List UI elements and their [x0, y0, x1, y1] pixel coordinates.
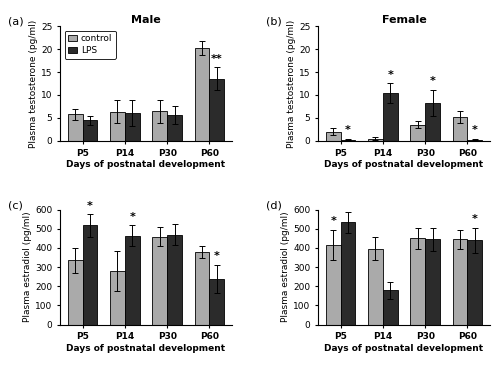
Text: (c): (c): [8, 201, 24, 211]
Bar: [368, 249, 383, 325]
X-axis label: Days of postnatal development: Days of postnatal development: [324, 344, 484, 353]
Bar: [340, 140, 355, 141]
Bar: [167, 235, 182, 325]
Text: *: *: [472, 125, 478, 135]
Text: **: **: [211, 54, 222, 64]
Bar: [468, 240, 482, 325]
Bar: [110, 271, 125, 325]
Bar: [368, 139, 383, 141]
Y-axis label: Plasma estradiol (pg/ml): Plasma estradiol (pg/ml): [282, 212, 290, 322]
Legend: control, LPS: control, LPS: [64, 31, 116, 59]
Bar: [425, 103, 440, 141]
Text: (d): (d): [266, 201, 282, 211]
Text: *: *: [388, 70, 393, 79]
Y-axis label: Plasma testosterone (pg/ml): Plasma testosterone (pg/ml): [29, 19, 38, 148]
Bar: [410, 125, 425, 141]
Text: *: *: [430, 76, 436, 87]
Bar: [425, 239, 440, 325]
Bar: [383, 93, 398, 141]
Text: *: *: [330, 216, 336, 226]
Text: *: *: [130, 211, 135, 222]
Bar: [194, 252, 210, 325]
Bar: [68, 260, 82, 325]
Bar: [68, 114, 82, 141]
Text: *: *: [345, 125, 351, 135]
X-axis label: Days of postnatal development: Days of postnatal development: [324, 160, 484, 169]
Bar: [452, 117, 468, 141]
Bar: [152, 236, 167, 325]
Text: (b): (b): [266, 17, 282, 27]
Bar: [340, 222, 355, 325]
Bar: [326, 245, 340, 325]
Bar: [194, 48, 210, 141]
X-axis label: Days of postnatal development: Days of postnatal development: [66, 344, 226, 353]
Bar: [82, 225, 98, 325]
Bar: [326, 132, 340, 141]
Bar: [125, 236, 140, 325]
Bar: [410, 238, 425, 325]
Bar: [210, 79, 224, 141]
Title: Male: Male: [131, 15, 161, 25]
Bar: [210, 279, 224, 325]
Text: (a): (a): [8, 17, 24, 27]
Bar: [468, 140, 482, 141]
Bar: [167, 115, 182, 141]
Text: *: *: [472, 214, 478, 225]
Y-axis label: Plasma estradiol (pg/ml): Plasma estradiol (pg/ml): [24, 212, 32, 322]
Bar: [82, 120, 98, 141]
Bar: [125, 113, 140, 141]
Text: *: *: [214, 251, 220, 261]
Title: Female: Female: [382, 15, 426, 25]
Bar: [452, 239, 468, 325]
Y-axis label: Plasma testosterone (pg/ml): Plasma testosterone (pg/ml): [287, 19, 296, 148]
Bar: [152, 112, 167, 141]
Text: *: *: [87, 201, 93, 210]
Bar: [110, 112, 125, 141]
Bar: [383, 291, 398, 325]
X-axis label: Days of postnatal development: Days of postnatal development: [66, 160, 226, 169]
